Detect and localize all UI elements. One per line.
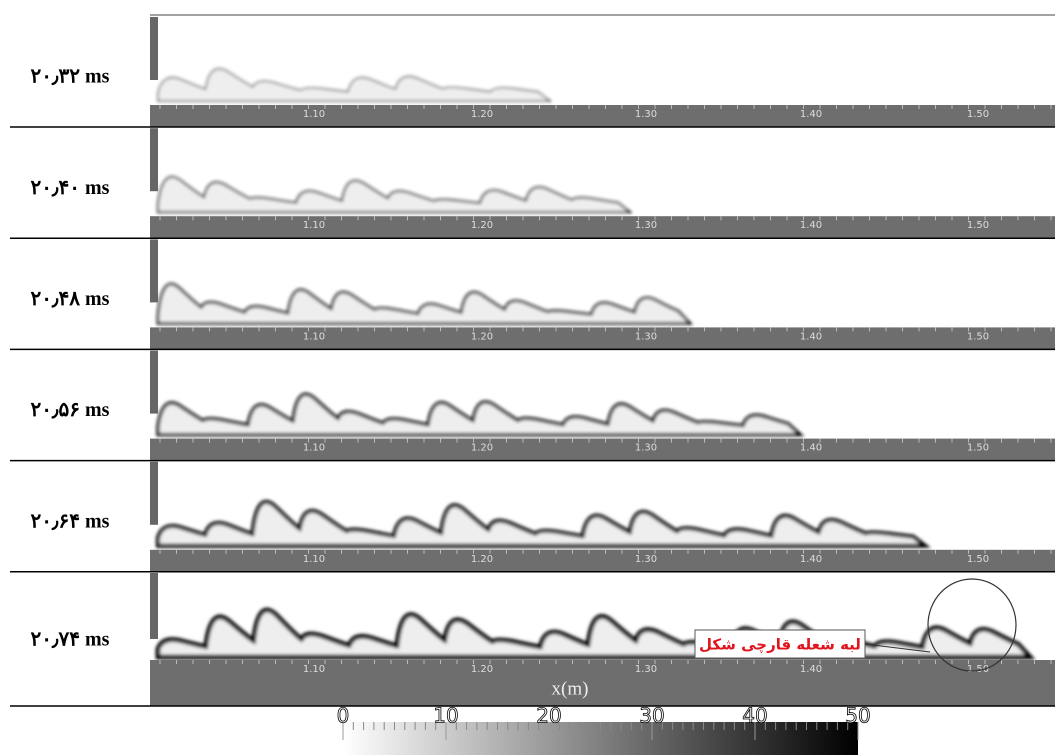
colorbar-tick-label: 10 bbox=[433, 704, 458, 728]
colorbar-tick-label: 50 bbox=[845, 704, 870, 728]
axis-bar bbox=[150, 438, 1055, 461]
time-label: ۲۰٫۳۲ ms bbox=[31, 66, 110, 88]
x-tick-label: 1.50 bbox=[967, 220, 989, 231]
colorbar-tick-label: 30 bbox=[639, 704, 664, 728]
x-tick-label: 1.20 bbox=[471, 664, 493, 675]
inlet-bar bbox=[150, 461, 158, 525]
flame-image bbox=[157, 176, 633, 214]
x-tick-label: 1.10 bbox=[303, 220, 325, 231]
inlet-bar bbox=[150, 350, 158, 414]
flame-image bbox=[155, 607, 1036, 660]
x-tick-label: 1.40 bbox=[800, 220, 822, 231]
x-tick-label: 1.30 bbox=[635, 220, 657, 231]
x-tick-label: 1.30 bbox=[635, 331, 657, 342]
axis-bar bbox=[150, 105, 1055, 127]
axis-bar bbox=[150, 549, 1055, 572]
x-tick-label: 1.40 bbox=[800, 554, 822, 565]
flame-front bbox=[156, 500, 931, 548]
x-tick-label: 1.50 bbox=[967, 331, 989, 342]
x-tick-label: 1.30 bbox=[635, 664, 657, 675]
x-tick-label: 1.50 bbox=[967, 664, 989, 675]
colorbar-tick-label: 20 bbox=[536, 704, 561, 728]
x-tick-label: 1.50 bbox=[967, 443, 989, 454]
flame-front bbox=[156, 392, 805, 437]
annotation-box bbox=[694, 629, 866, 659]
annotation-leader bbox=[864, 643, 931, 653]
flame-image bbox=[157, 68, 552, 102]
x-tick-label: 1.10 bbox=[303, 554, 325, 565]
axis-bar bbox=[150, 327, 1055, 350]
axis-bar bbox=[150, 660, 1055, 706]
x-tick-label: 1.40 bbox=[800, 331, 822, 342]
inlet-bar bbox=[150, 573, 158, 639]
flame-image bbox=[156, 282, 694, 325]
x-tick-label: 1.40 bbox=[800, 109, 822, 120]
x-tick-label: 1.10 bbox=[303, 664, 325, 675]
flame-front bbox=[157, 176, 633, 214]
time-label: ۲۰٫۵۶ ms bbox=[31, 399, 110, 421]
x-tick-label: 1.20 bbox=[471, 220, 493, 231]
time-label: ۲۰٫۴۸ ms bbox=[31, 288, 110, 310]
flame-image bbox=[156, 392, 805, 437]
colorbar-tick-label: 40 bbox=[742, 704, 767, 728]
x-tick-label: 1.40 bbox=[800, 664, 822, 675]
x-tick-label: 1.30 bbox=[635, 109, 657, 120]
x-axis-label: x(m) bbox=[552, 678, 589, 699]
x-tick-label: 1.30 bbox=[635, 554, 657, 565]
colorbar-tick-label: 0 bbox=[337, 704, 350, 728]
x-tick-label: 1.40 bbox=[800, 443, 822, 454]
x-tick-label: 1.20 bbox=[471, 331, 493, 342]
flame-front bbox=[157, 68, 552, 102]
x-tick-label: 1.30 bbox=[635, 443, 657, 454]
x-tick-label: 1.10 bbox=[303, 443, 325, 454]
time-label: ۲۰٫۴۰ ms bbox=[31, 177, 110, 199]
inlet-bar bbox=[150, 17, 158, 80]
flame-front bbox=[155, 607, 1036, 660]
time-label: ۲۰٫۶۴ ms bbox=[31, 510, 110, 532]
inlet-bar bbox=[150, 128, 158, 192]
x-tick-label: 1.10 bbox=[303, 109, 325, 120]
flame-image bbox=[156, 500, 931, 548]
annotation: لبه شعله قارچی شکل bbox=[699, 636, 861, 655]
x-tick-label: 1.20 bbox=[471, 109, 493, 120]
x-tick-label: 1.20 bbox=[471, 554, 493, 565]
x-tick-label: 1.50 bbox=[967, 109, 989, 120]
x-tick-label: 1.20 bbox=[471, 443, 493, 454]
time-label: ۲۰٫۷۴ ms bbox=[31, 629, 110, 651]
x-tick-label: 1.50 bbox=[967, 554, 989, 565]
inlet-bar bbox=[150, 239, 158, 303]
x-tick-label: 1.10 bbox=[303, 331, 325, 342]
axis-bar bbox=[150, 216, 1055, 239]
highlight-circle bbox=[927, 578, 1017, 672]
flame-front bbox=[156, 282, 694, 325]
